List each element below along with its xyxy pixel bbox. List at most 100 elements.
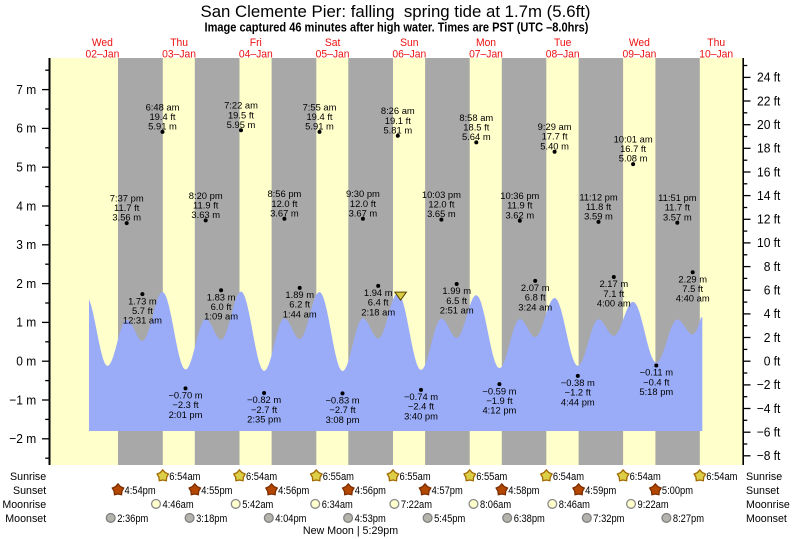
- svg-text:5:45pm: 5:45pm: [434, 513, 465, 525]
- svg-text:05–Jan: 05–Jan: [316, 48, 350, 60]
- svg-text:4:00 am: 4:00 am: [597, 298, 631, 308]
- svg-text:Sunset: Sunset: [13, 485, 46, 497]
- svg-text:5:00pm: 5:00pm: [662, 485, 693, 497]
- svg-text:3.57 m: 3.57 m: [663, 212, 692, 222]
- svg-text:2:01 pm: 2:01 pm: [169, 410, 203, 420]
- svg-text:3:18pm: 3:18pm: [196, 513, 227, 525]
- svg-text:10:03 pm: 10:03 pm: [422, 190, 461, 200]
- svg-text:6.4 ft: 6.4 ft: [368, 298, 389, 308]
- svg-text:5 m: 5 m: [16, 160, 36, 175]
- svg-text:11.7 ft: 11.7 ft: [114, 203, 140, 213]
- svg-text:−0.59 m: −0.59 m: [482, 386, 516, 396]
- svg-text:2:51 am: 2:51 am: [440, 305, 474, 315]
- svg-text:4: 4: [764, 307, 771, 321]
- svg-text:ft: ft: [774, 70, 781, 84]
- svg-text:San Clemente Pier: falling sp: San Clemente Pier: falling spring tide a…: [201, 2, 591, 21]
- svg-text:6:55am: 6:55am: [476, 471, 507, 483]
- svg-text:4:53pm: 4:53pm: [355, 513, 386, 525]
- svg-text:ft: ft: [774, 236, 781, 250]
- svg-text:12.0 ft: 12.0 ft: [428, 200, 454, 210]
- svg-text:−0.82 m: −0.82 m: [247, 395, 281, 405]
- svg-text:6.8 ft: 6.8 ft: [525, 293, 546, 303]
- svg-text:0: 0: [764, 354, 771, 368]
- svg-text:Wed: Wed: [629, 37, 650, 49]
- svg-text:19.4 ft: 19.4 ft: [306, 112, 332, 122]
- svg-text:−0.70 m: −0.70 m: [168, 391, 202, 401]
- svg-text:02–Jan: 02–Jan: [85, 48, 119, 60]
- svg-text:−2.7 ft: −2.7 ft: [329, 405, 356, 415]
- svg-text:5.95 m: 5.95 m: [227, 120, 256, 130]
- svg-text:2.07 m: 2.07 m: [521, 283, 550, 293]
- svg-text:−1.2 ft: −1.2 ft: [565, 388, 592, 398]
- svg-text:7:37 pm: 7:37 pm: [110, 194, 144, 204]
- svg-text:18: 18: [757, 141, 770, 155]
- svg-text:2:36pm: 2:36pm: [117, 513, 148, 525]
- svg-text:ft: ft: [774, 307, 781, 321]
- svg-text:5.40 m: 5.40 m: [540, 141, 569, 151]
- svg-text:6:54am: 6:54am: [169, 471, 200, 483]
- svg-text:Sat: Sat: [325, 37, 341, 49]
- svg-text:−2.3 ft: −2.3 ft: [172, 400, 199, 410]
- svg-text:6.5 ft: 6.5 ft: [446, 296, 467, 306]
- svg-text:ft: ft: [774, 141, 781, 155]
- svg-text:Sunrise: Sunrise: [746, 471, 782, 483]
- svg-text:1.83 m: 1.83 m: [207, 292, 236, 302]
- svg-text:ft: ft: [774, 401, 781, 415]
- svg-text:3:24 am: 3:24 am: [518, 302, 552, 312]
- svg-text:19.1 ft: 19.1 ft: [385, 116, 411, 126]
- svg-text:Moonset: Moonset: [5, 513, 46, 525]
- svg-text:07–Jan: 07–Jan: [469, 48, 503, 60]
- svg-text:ft: ft: [774, 449, 781, 463]
- svg-text:4:56pm: 4:56pm: [278, 485, 309, 497]
- svg-text:12.0 ft: 12.0 ft: [271, 199, 297, 209]
- svg-text:2 m: 2 m: [16, 276, 36, 291]
- svg-text:2.29 m: 2.29 m: [678, 275, 707, 285]
- svg-text:Sun: Sun: [400, 37, 418, 49]
- svg-text:7:22 am: 7:22 am: [224, 101, 258, 111]
- svg-text:7.5 ft: 7.5 ft: [682, 284, 703, 294]
- svg-text:1.89 m: 1.89 m: [285, 290, 314, 300]
- svg-text:4:55pm: 4:55pm: [201, 485, 232, 497]
- svg-text:6:54am: 6:54am: [706, 471, 737, 483]
- svg-text:2: 2: [764, 330, 771, 344]
- svg-text:3 m: 3 m: [16, 238, 36, 253]
- svg-text:4:46am: 4:46am: [163, 499, 194, 511]
- svg-text:ft: ft: [774, 118, 781, 132]
- svg-text:1:09 am: 1:09 am: [204, 312, 238, 322]
- svg-text:19.5 ft: 19.5 ft: [228, 110, 254, 120]
- svg-text:4:56pm: 4:56pm: [355, 485, 386, 497]
- svg-text:Mon: Mon: [476, 37, 496, 49]
- svg-text:ft: ft: [774, 378, 781, 392]
- svg-text:11.7 ft: 11.7 ft: [665, 203, 691, 213]
- svg-text:−1.9 ft: −1.9 ft: [486, 396, 513, 406]
- svg-text:ft: ft: [774, 330, 781, 344]
- svg-text:ft: ft: [774, 283, 781, 297]
- svg-text:−2.4 ft: −2.4 ft: [408, 402, 435, 412]
- svg-text:−2: −2: [757, 378, 771, 392]
- svg-text:−0.4 ft: −0.4 ft: [643, 377, 670, 387]
- svg-text:24: 24: [757, 70, 770, 84]
- svg-text:4:04pm: 4:04pm: [275, 513, 306, 525]
- svg-text:−2.7 ft: −2.7 ft: [251, 405, 278, 415]
- svg-text:1.73 m: 1.73 m: [128, 296, 157, 306]
- svg-text:Moonset: Moonset: [746, 513, 787, 525]
- svg-text:3:08 pm: 3:08 pm: [326, 415, 360, 425]
- svg-text:10:36 pm: 10:36 pm: [500, 191, 539, 201]
- svg-text:−4: −4: [757, 401, 771, 415]
- svg-text:1.94 m: 1.94 m: [364, 288, 393, 298]
- svg-text:Wed: Wed: [92, 37, 113, 49]
- svg-text:4 m: 4 m: [16, 199, 36, 214]
- svg-text:03–Jan: 03–Jan: [162, 48, 196, 60]
- svg-text:6:54am: 6:54am: [630, 471, 661, 483]
- svg-text:4:59pm: 4:59pm: [585, 485, 616, 497]
- svg-text:8:06am: 8:06am: [480, 499, 511, 511]
- svg-text:18.5 ft: 18.5 ft: [463, 122, 489, 132]
- svg-text:6: 6: [764, 283, 771, 297]
- svg-text:Thu: Thu: [170, 37, 188, 49]
- svg-text:04–Jan: 04–Jan: [239, 48, 273, 60]
- svg-text:8:46am: 8:46am: [559, 499, 590, 511]
- svg-text:3.63 m: 3.63 m: [191, 210, 220, 220]
- svg-text:8:56 pm: 8:56 pm: [267, 189, 301, 199]
- svg-text:16.7 ft: 16.7 ft: [620, 144, 646, 154]
- svg-text:11.9 ft: 11.9 ft: [193, 200, 219, 210]
